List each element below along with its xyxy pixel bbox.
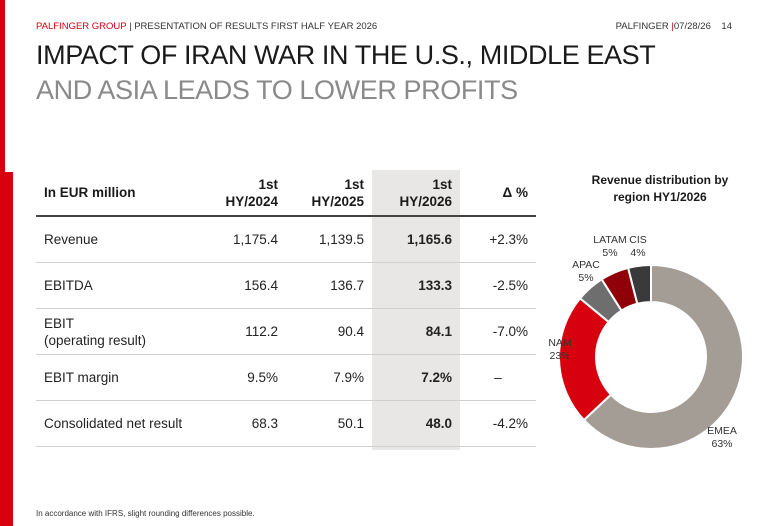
slice-name-label: LATAM <box>593 234 626 246</box>
table-row: EBIT (operating result) 112.2 90.4 84.1 -… <box>36 308 536 355</box>
slice-name-label: CIS <box>629 234 647 246</box>
slice-name-label: NAM <box>548 337 571 349</box>
header-hy2024-line2: HY/2024 <box>225 193 278 209</box>
cell-hy2025: 1,139.5 <box>286 216 372 263</box>
slide-title: IMPACT OF IRAN WAR IN THE U.S., MIDDLE E… <box>36 40 656 70</box>
header-separator: | <box>129 21 132 32</box>
cell-hy2026: 1,165.6 <box>372 216 460 263</box>
cell-hy2026: 84.1 <box>372 308 460 355</box>
slice-value-label: 4% <box>630 247 645 259</box>
cell-hy2024: 9.5% <box>206 354 286 401</box>
header-hy2025-line2: HY/2025 <box>311 193 364 209</box>
footnote: In accordance with IFRS, slight rounding… <box>36 509 255 518</box>
cell-delta: -4.2% <box>460 400 536 447</box>
row-label-cell: EBIT (operating result) <box>36 308 206 355</box>
header-delta: Δ % <box>460 170 536 217</box>
cell-hy2025: 90.4 <box>286 308 372 355</box>
slice-value-label: 63% <box>711 438 732 450</box>
header-hy2026: 1st HY/2026 <box>372 170 460 217</box>
cell-hy2024: 68.3 <box>206 400 286 447</box>
slice-value-label: 5% <box>578 272 593 284</box>
meta-separator: | <box>671 21 674 32</box>
cell-hy2024: 112.2 <box>206 308 286 355</box>
brand-name: PALFINGER GROUP <box>36 21 127 32</box>
cell-hy2025: 50.1 <box>286 400 372 447</box>
header-hy2025-line1: 1st <box>344 176 364 192</box>
cell-hy2024: 1,175.4 <box>206 216 286 263</box>
table-row: EBITDA 156.4 136.7 133.3 -2.5% <box>36 262 536 309</box>
cell-hy2026: 133.3 <box>372 262 460 309</box>
table-row: EBIT margin 9.5% 7.9% 7.2% – <box>36 354 536 401</box>
table-header-row: In EUR million 1st HY/2024 1st HY/2025 1st… <box>36 170 536 217</box>
cell-hy2025: 7.9% <box>286 354 372 401</box>
row-label: EBITDA <box>36 262 206 309</box>
table-row: Revenue 1,175.4 1,139.5 1,165.6 +2.3% <box>36 216 536 263</box>
row-label: EBIT <box>44 315 75 331</box>
header-hy2024: 1st HY/2024 <box>206 170 286 217</box>
slide-subtitle: AND ASIA LEADS TO LOWER PROFITS <box>36 75 518 105</box>
presentation-header: PALFINGER GROUP | PRESENTATION OF RESULT… <box>36 21 377 32</box>
cell-delta: -7.0% <box>460 308 536 355</box>
slice-value-label: 23% <box>549 350 570 362</box>
slice-name-label: EMEA <box>707 425 737 437</box>
header-hy2026-line2: HY/2026 <box>399 193 452 209</box>
slide-date: 07/28/26 <box>673 21 711 32</box>
slice-value-label: 5% <box>602 247 617 259</box>
header-hy2026-line1: 1st <box>432 176 452 192</box>
slice-name-label: APAC <box>572 259 600 271</box>
results-table: In EUR million 1st HY/2024 1st HY/2025 1st… <box>36 170 536 447</box>
row-sublabel: (operating result) <box>44 332 147 348</box>
cell-hy2026: 48.0 <box>372 400 460 447</box>
row-label: Revenue <box>36 216 206 263</box>
accent-bar-bottom <box>0 172 13 526</box>
cell-delta: -2.5% <box>460 262 536 309</box>
company-name: PALFINGER <box>615 21 669 32</box>
table-row: Consolidated net result 68.3 50.1 48.0 -… <box>36 400 536 447</box>
cell-hy2025: 136.7 <box>286 262 372 309</box>
cell-hy2026: 7.2% <box>372 354 460 401</box>
cell-delta: +2.3% <box>460 216 536 263</box>
donut-slice-emea <box>582 263 744 450</box>
chart-title: Revenue distribution by region HY1/2026 <box>591 173 729 204</box>
row-label: Consolidated net result <box>36 400 206 447</box>
header-label: In EUR million <box>36 170 206 217</box>
donut-slice-cis <box>626 263 652 305</box>
header-hy2025: 1st HY/2025 <box>286 170 372 217</box>
presentation-title: PRESENTATION OF RESULTS FIRST HALF YEAR … <box>134 21 378 32</box>
header-hy2024-line1: 1st <box>258 176 278 192</box>
slide-meta: PALFINGER |07/28/26 14 <box>616 21 732 32</box>
row-label: EBIT margin <box>36 354 206 401</box>
accent-bar-top <box>0 0 5 172</box>
page-number: 14 <box>721 21 732 32</box>
cell-hy2024: 156.4 <box>206 262 286 309</box>
cell-delta: – <box>460 354 536 401</box>
